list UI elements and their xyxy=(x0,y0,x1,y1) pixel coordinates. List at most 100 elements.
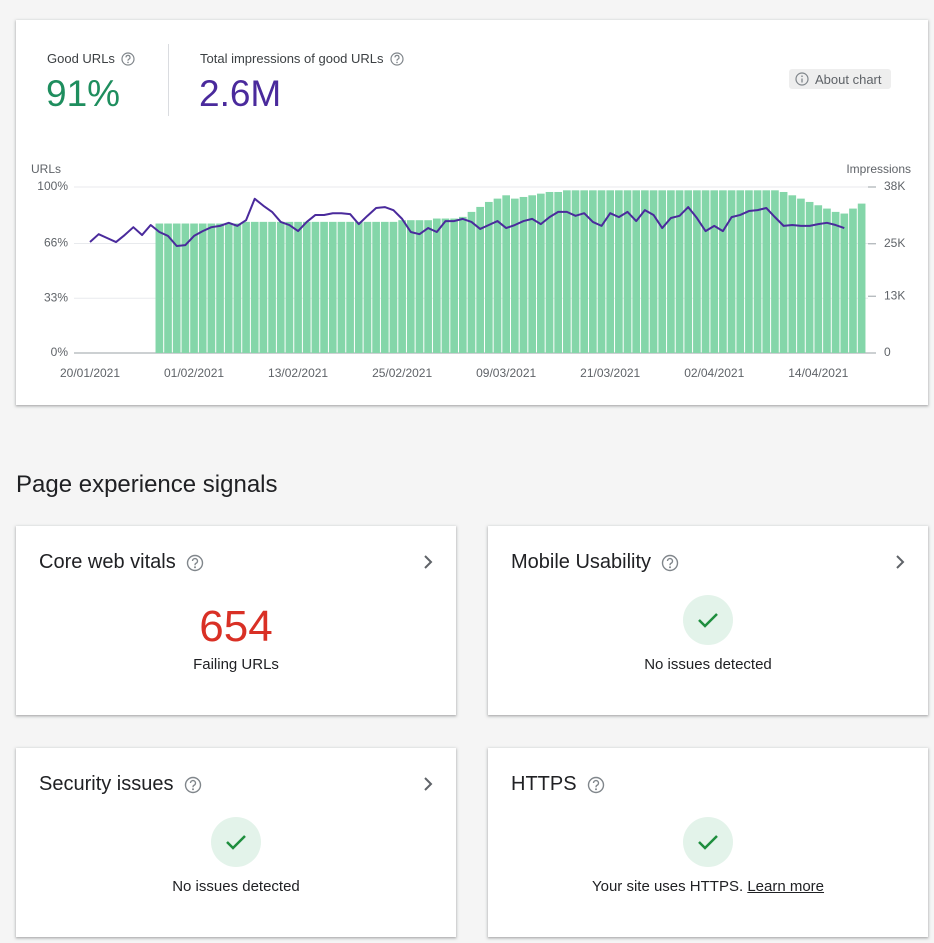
signal-card[interactable]: Mobile Usability No issues detected xyxy=(488,526,928,715)
card-title: Mobile Usability xyxy=(511,551,652,573)
bar xyxy=(537,193,545,353)
bar xyxy=(632,190,641,353)
bar xyxy=(346,221,354,353)
good-urls-label: Good URLs xyxy=(47,51,115,66)
bar xyxy=(354,221,363,353)
bar xyxy=(667,190,675,353)
bar xyxy=(250,221,259,353)
help-icon[interactable] xyxy=(186,554,204,572)
info-icon xyxy=(795,72,809,86)
good-urls-label-row: Good URLs xyxy=(47,51,135,66)
bar xyxy=(190,223,198,353)
signal-card[interactable]: Security issues No issues detected xyxy=(16,748,456,937)
bar xyxy=(684,190,693,353)
y2-tick-label: 25K xyxy=(884,236,905,250)
bar xyxy=(432,218,441,353)
bar xyxy=(302,221,311,353)
bar xyxy=(164,223,172,353)
bar xyxy=(701,190,710,353)
bar xyxy=(840,213,849,353)
check-badge xyxy=(683,817,733,867)
bar xyxy=(641,190,649,353)
signal-card[interactable]: Core web vitals 654 Failing URLs xyxy=(16,526,456,715)
bar xyxy=(259,221,268,353)
impressions-value: 2.6M xyxy=(199,73,282,114)
bar xyxy=(736,190,745,353)
x-tick-label: 13/02/2021 xyxy=(268,366,328,380)
bar xyxy=(285,221,294,353)
about-chart-label[interactable]: About chart xyxy=(815,71,882,87)
about-chart-button[interactable]: About chart xyxy=(789,69,891,89)
check-icon xyxy=(698,613,718,628)
chevron[interactable] xyxy=(894,554,906,570)
help-icon[interactable] xyxy=(184,776,202,794)
check-icon xyxy=(698,835,718,850)
bar xyxy=(788,195,797,353)
bar xyxy=(198,223,207,353)
help-icon[interactable] xyxy=(121,51,135,66)
y2-axis-title: Impressions xyxy=(846,162,911,176)
x-tick-label: 21/03/2021 xyxy=(580,366,640,380)
bar xyxy=(450,218,458,353)
bar xyxy=(563,190,571,353)
bar xyxy=(276,221,285,353)
bar xyxy=(363,221,372,353)
y2-tick-label: 0 xyxy=(884,345,891,359)
bar xyxy=(337,221,346,353)
help-icon[interactable] xyxy=(389,51,404,66)
bar xyxy=(831,211,840,353)
card-title: HTTPS xyxy=(511,773,577,795)
card-title-row: Core web vitals xyxy=(39,551,204,574)
x-tick-label: 20/01/2021 xyxy=(60,366,120,380)
good-urls-value: 91% xyxy=(46,73,121,114)
help-icon[interactable] xyxy=(587,776,605,794)
bar xyxy=(406,220,415,353)
impressions-label: Total impressions of good URLs xyxy=(200,51,384,66)
divider xyxy=(168,44,169,116)
bar xyxy=(216,223,224,353)
card-status: Your site uses HTTPS. xyxy=(591,878,744,895)
bar xyxy=(623,190,632,353)
card-caption: Failing URLs xyxy=(193,656,279,673)
bar xyxy=(571,190,580,353)
bar xyxy=(458,216,467,353)
chevron[interactable] xyxy=(422,554,434,570)
card-title: Core web vitals xyxy=(39,551,176,573)
y-axis-title: URLs xyxy=(31,162,61,176)
bar xyxy=(771,190,779,353)
signal-card: HTTPS Your site uses HTTPS. Learn more xyxy=(488,748,928,937)
bar xyxy=(328,221,337,353)
help-icon[interactable] xyxy=(661,554,679,572)
line xyxy=(89,197,845,247)
card-title: Security issues xyxy=(39,773,174,795)
bar xyxy=(554,191,563,353)
learn-more-link[interactable]: Learn more xyxy=(747,878,825,895)
bar xyxy=(545,191,554,353)
bar xyxy=(380,221,389,353)
bar xyxy=(615,190,623,353)
bar xyxy=(710,190,719,353)
x-tick-label: 09/03/2021 xyxy=(476,366,536,380)
bar xyxy=(658,190,667,353)
card-title-row: HTTPS xyxy=(511,773,605,796)
bar xyxy=(779,191,788,353)
bar xyxy=(181,223,190,353)
x-tick-label: 25/02/2021 xyxy=(372,366,432,380)
bar xyxy=(597,190,606,353)
chevron[interactable] xyxy=(422,776,434,792)
bar xyxy=(814,205,823,353)
bar xyxy=(805,201,814,353)
card-status-row: Your site uses HTTPS. Learn more xyxy=(488,878,928,895)
bar xyxy=(528,195,537,353)
bar xyxy=(762,190,771,353)
y2-tick-label: 38K xyxy=(884,179,905,193)
bar xyxy=(519,196,528,353)
y-tick-label: 66% xyxy=(44,236,68,250)
section-title: Page experience signals xyxy=(16,471,278,498)
y-tick-label: 0% xyxy=(51,345,69,359)
bar xyxy=(233,223,242,353)
bar xyxy=(823,208,831,353)
bar xyxy=(493,198,502,353)
y2-tick-label: 13K xyxy=(884,288,905,302)
